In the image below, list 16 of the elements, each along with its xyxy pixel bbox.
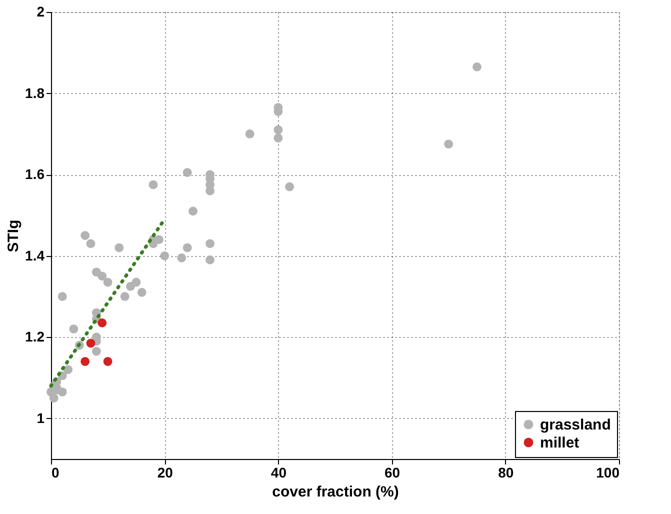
y-tick-label: 1.2 bbox=[25, 328, 45, 345]
x-tick-label: 100 bbox=[596, 464, 620, 480]
y-tick-label: 1.4 bbox=[25, 247, 45, 264]
y-tick-label: 1.8 bbox=[25, 84, 45, 101]
y-tick-label: 2 bbox=[36, 4, 45, 20]
y-axis-title: STIg bbox=[5, 220, 22, 252]
y-tick-label: 1.6 bbox=[25, 166, 45, 182]
x-tick-label: 60 bbox=[384, 464, 400, 480]
legend-label: millet bbox=[540, 434, 580, 452]
x-axis-title: cover fraction (%) bbox=[272, 484, 399, 500]
x-tick-label: 80 bbox=[498, 464, 514, 480]
x-tick-label: 40 bbox=[270, 464, 287, 480]
legend-label: grassland bbox=[540, 416, 611, 434]
x-tick-label: 20 bbox=[157, 464, 174, 480]
y-tick-label: 1 bbox=[36, 410, 45, 426]
x-tick-label: 0 bbox=[52, 464, 60, 480]
